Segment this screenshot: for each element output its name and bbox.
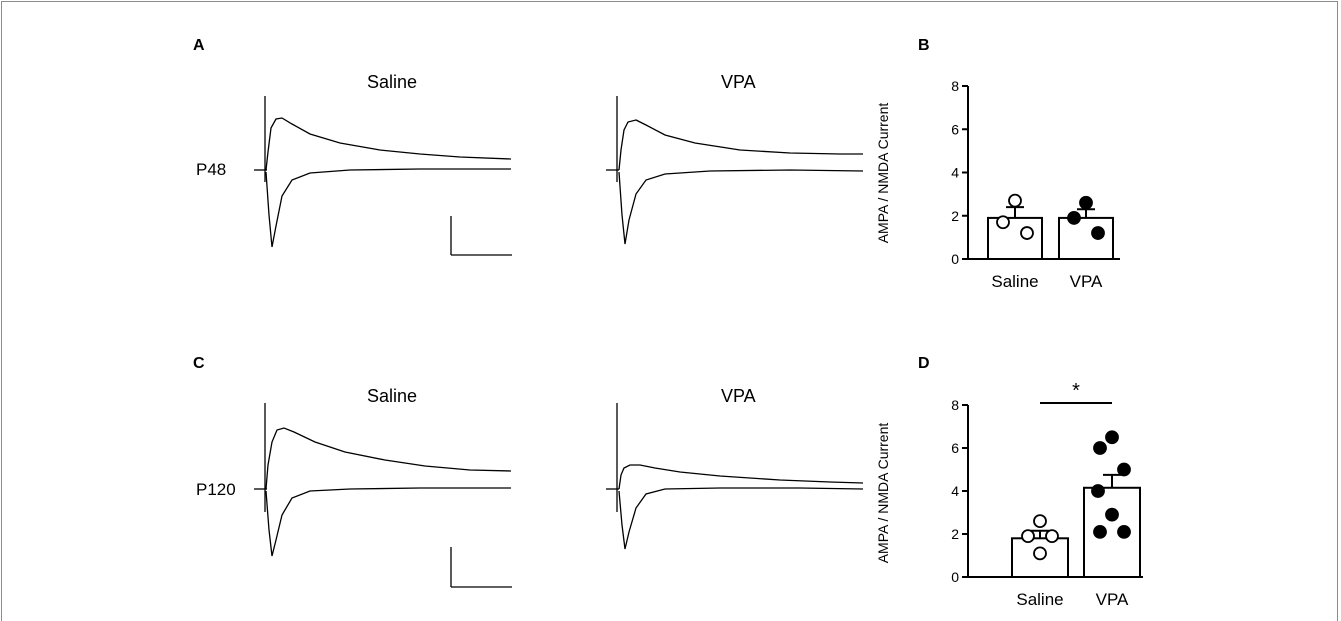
age-label-p120: P120 (196, 480, 236, 499)
point-b-saline-2 (1020, 226, 1034, 240)
bar-d-vpa (1083, 486, 1141, 578)
ylabel-panel-d: AMPA / NMDA Current (875, 422, 891, 564)
point-d-vpa-2 (1117, 462, 1131, 477)
x-tick-label-b-vpa: VPA (1070, 272, 1103, 291)
point-d-vpa-1 (1093, 441, 1107, 455)
trace-label-vpa-p48: VPA (721, 72, 756, 92)
panel-letter-c: C (193, 355, 205, 372)
x-tick-label-d-vpa: VPA (1096, 590, 1129, 609)
y-tick-label-b-2: 4 (951, 165, 959, 181)
scale-bar-p48 (450, 216, 512, 256)
trace-label-saline-p48: Saline (367, 72, 418, 92)
point-b-vpa-2 (1091, 226, 1105, 240)
y-tick-label-d-0: 0 (951, 569, 959, 585)
significance-marker-d: * (1072, 380, 1080, 402)
point-d-saline-0 (1033, 514, 1047, 528)
point-b-saline-0 (1008, 193, 1022, 208)
point-b-vpa-0 (1079, 195, 1093, 210)
traces-svg (254, 96, 864, 588)
bar-charts-svg: 0 2 4 6 8 Saline VPA 0 2 4 6 8 Saline VPA * (951, 78, 1143, 609)
y-tick-label-b-0: 0 (951, 251, 959, 267)
point-d-vpa-4 (1105, 507, 1119, 522)
point-b-saline-1 (996, 215, 1010, 230)
trace-saline-p120 (254, 403, 512, 557)
x-tick-label-d-saline: Saline (1016, 590, 1063, 609)
bar-b-vpa (1058, 216, 1114, 261)
point-d-vpa-6 (1117, 524, 1131, 539)
y-tick-label-d-2: 4 (951, 483, 959, 499)
panel-letter-b: B (918, 37, 930, 54)
trace-vpa-p120 (606, 403, 864, 550)
trace-label-saline-p120: Saline (367, 386, 418, 406)
y-tick-label-b-3: 6 (951, 121, 959, 137)
point-d-saline-2 (1045, 529, 1059, 544)
y-tick-label-b-1: 2 (951, 208, 959, 224)
panel-letter-a: A (193, 37, 205, 54)
y-tick-label-d-1: 2 (951, 526, 959, 542)
x-tick-label-b-saline: Saline (991, 272, 1038, 291)
point-d-vpa-3 (1091, 484, 1105, 498)
trace-label-vpa-p120: VPA (721, 386, 756, 406)
ylabel-panel-b: AMPA / NMDA Current (875, 102, 891, 244)
point-d-saline-3 (1033, 546, 1047, 561)
trace-vpa-p48 (606, 96, 864, 245)
age-label-p48: P48 (196, 160, 227, 179)
bar-b-saline (987, 216, 1043, 261)
trace-saline-p48 (254, 96, 512, 248)
point-b-vpa-1 (1067, 211, 1081, 225)
scale-bar-p120 (450, 547, 512, 588)
y-tick-label-b-4: 8 (951, 78, 959, 94)
y-tick-label-d-3: 6 (951, 440, 959, 456)
y-tick-label-d-4: 8 (951, 397, 959, 413)
point-d-saline-1 (1021, 529, 1035, 544)
point-d-vpa-5 (1093, 524, 1107, 539)
panel-letter-d: D (918, 355, 930, 372)
point-d-vpa-0 (1105, 430, 1119, 445)
